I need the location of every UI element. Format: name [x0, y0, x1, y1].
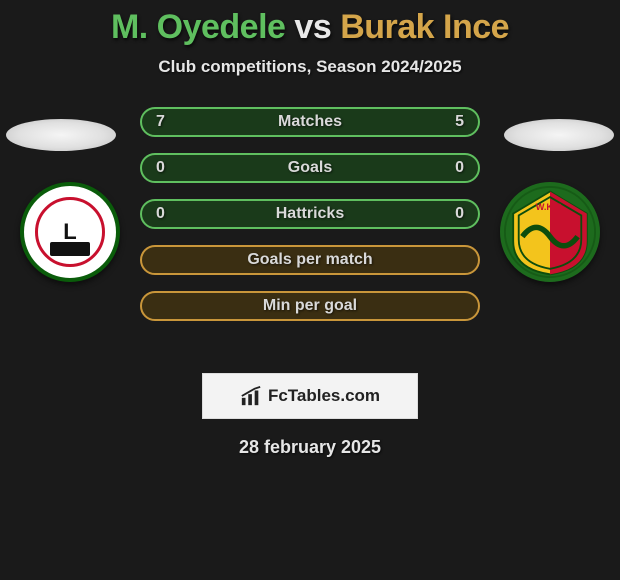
stat-label: Matches	[278, 113, 342, 131]
crest-top-text: W.K.S.	[536, 202, 565, 212]
stat-label: Goals per match	[247, 251, 372, 269]
snapshot-date: 28 february 2025	[0, 437, 620, 458]
player1-club-crest: L	[20, 182, 120, 282]
comparison-arena: L W.K.S. 7 Matches 5 0 Goals 0 0 Hattric…	[0, 107, 620, 367]
bars-growth-icon	[240, 385, 262, 407]
stat-row-hattricks: 0 Hattricks 0	[140, 199, 480, 229]
stat-right-value: 0	[455, 201, 464, 227]
player2-club-crest: W.K.S.	[500, 182, 600, 282]
stat-label: Goals	[288, 159, 332, 177]
player2-shadow-ellipse	[504, 119, 614, 151]
stat-right-value: 0	[455, 155, 464, 181]
player2-name: Burak Ince	[340, 8, 509, 46]
stat-left-value: 7	[156, 109, 165, 135]
player1-shadow-ellipse	[6, 119, 116, 151]
player1-name: M. Oyedele	[111, 8, 286, 46]
subtitle: Club competitions, Season 2024/2025	[0, 57, 620, 77]
stat-label: Min per goal	[263, 297, 357, 315]
stat-row-min-per-goal: Min per goal	[140, 291, 480, 321]
stat-rows: 7 Matches 5 0 Goals 0 0 Hattricks 0 Goal…	[140, 107, 480, 337]
slask-crest-icon: W.K.S.	[504, 186, 596, 278]
vs-word: vs	[294, 8, 331, 46]
stat-left-value: 0	[156, 201, 165, 227]
stat-row-goals-per-match: Goals per match	[140, 245, 480, 275]
stat-label: Hattricks	[276, 205, 344, 223]
stat-left-value: 0	[156, 155, 165, 181]
comparison-title: M. Oyedele vs Burak Ince	[0, 0, 620, 47]
watermark-text: FcTables.com	[268, 386, 380, 406]
stat-row-goals: 0 Goals 0	[140, 153, 480, 183]
legia-l-icon: L	[35, 197, 105, 267]
stat-row-matches: 7 Matches 5	[140, 107, 480, 137]
watermark: FcTables.com	[202, 373, 418, 419]
stat-right-value: 5	[455, 109, 464, 135]
